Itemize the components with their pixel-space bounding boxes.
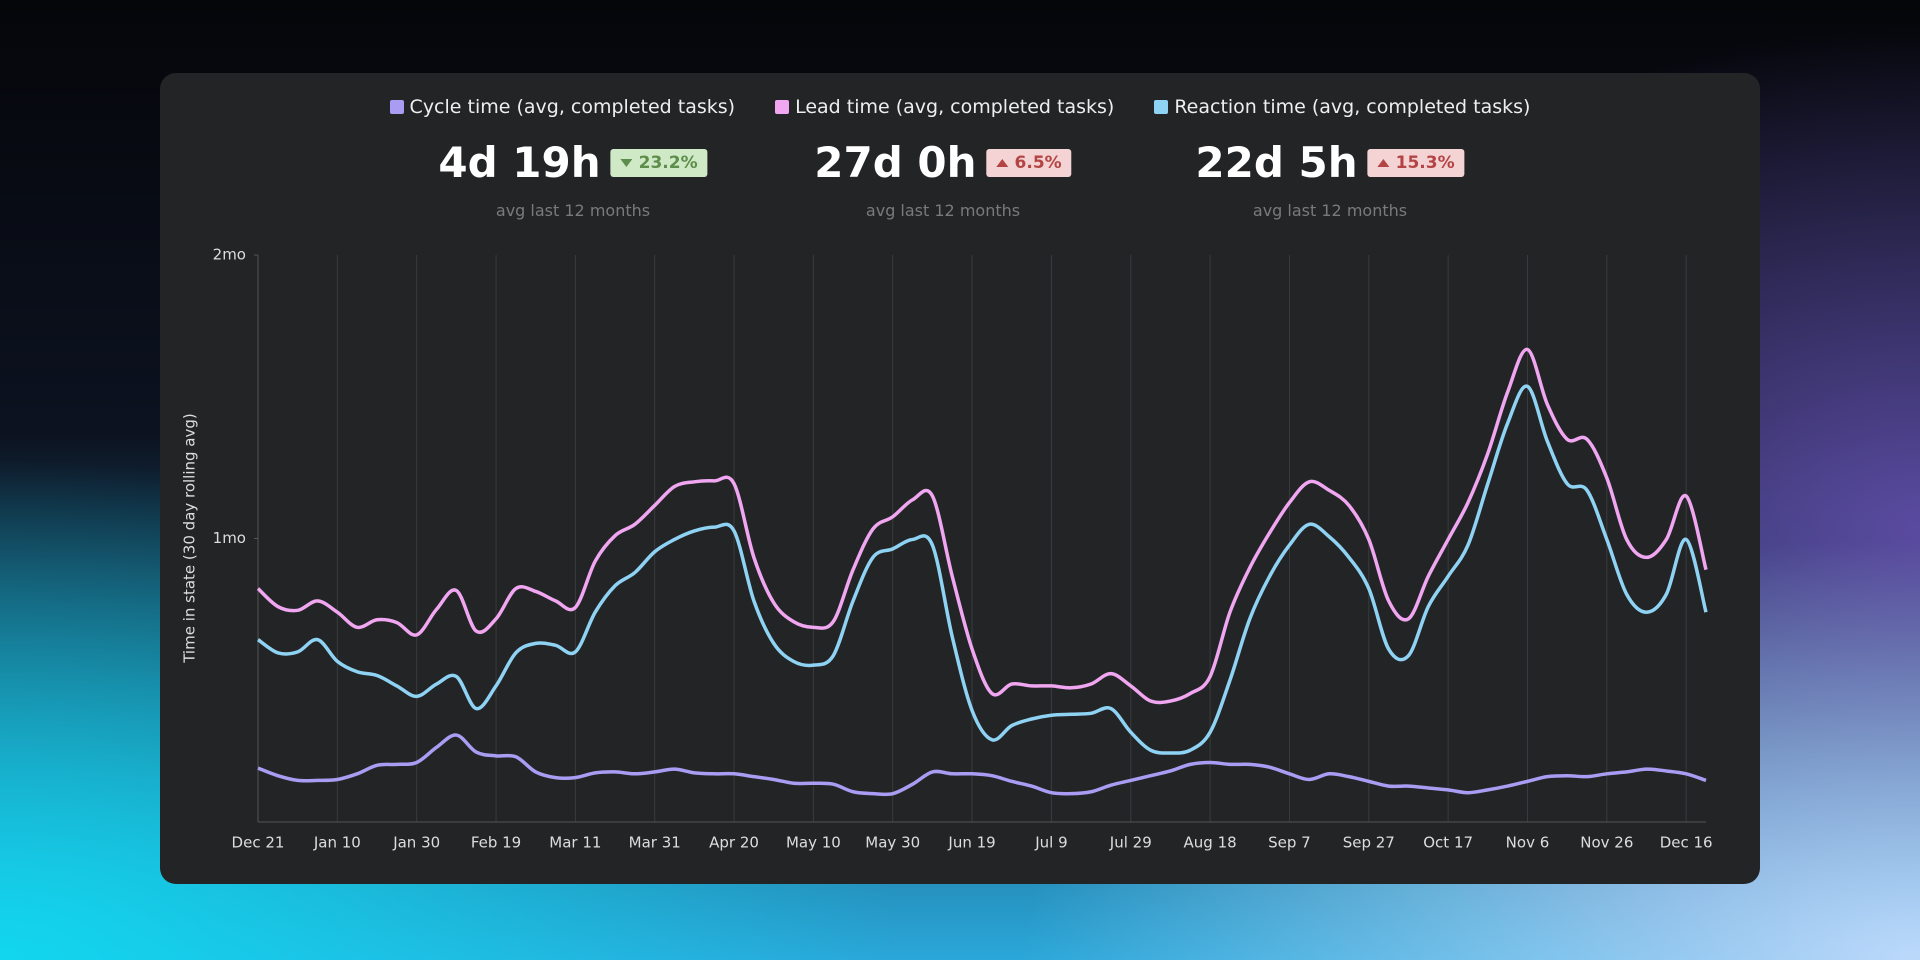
x-tick-label: Aug 18 [1184,834,1237,852]
legend: Cycle time (avg, completed tasks) Lead ti… [160,96,1760,118]
stat: 4d 19h 23.2% avg last 12 months [438,138,708,220]
trend-arrow-shape [1377,158,1390,167]
legend-swatch [775,100,790,114]
stat: 27d 0h 6.5% avg last 12 months [814,138,1072,220]
legend-label: Lead time (avg, completed tasks) [795,96,1115,118]
change-text: 23.2% [638,152,698,173]
stat-note: avg last 12 months [865,201,1021,220]
card [160,73,1760,884]
series-line [257,733,1707,797]
x-tick-label: Mar 11 [549,834,601,852]
change-badge: 6.5% [986,148,1072,177]
x-tick-label: Dec 16 [1660,834,1713,852]
stat-value: 22d 5h [1195,138,1358,187]
legend-item: Lead time (avg, completed tasks) [775,96,1114,118]
x-tick-label: May 10 [786,834,841,852]
stat-value: 27d 0h [814,138,977,187]
x-tick-label: Nov 6 [1506,834,1550,852]
trend-arrow [1377,158,1390,167]
legend-item: Reaction time (avg, completed tasks) [1154,96,1530,118]
x-tick-label: Mar 31 [629,834,681,852]
stat-row: 22d 5h 15.3% [1195,138,1465,187]
y-axis-label: Time in state (30 day rolling avg) [181,413,199,664]
x-tick-label: Feb 19 [471,834,521,852]
x-tick-label: May 30 [865,834,920,852]
x-tick-label: Sep 7 [1268,834,1311,852]
x-tick-label: Apr 20 [709,834,759,852]
y-tick-label: 2mo [213,246,246,264]
legend-swatch [389,100,404,114]
legend-item: Cycle time (avg, completed tasks) [389,96,736,118]
x-tick-label: Dec 21 [232,834,285,852]
change-text: 6.5% [1014,152,1062,173]
series-line [256,384,1708,755]
x-tick-label: Oct 17 [1423,834,1473,852]
trend-arrow-shape [620,158,633,167]
change-text: 15.3% [1395,152,1455,173]
change-badge: 23.2% [610,148,708,177]
y-tick-label: 1mo [213,529,246,547]
x-tick-label: Jul 29 [1109,834,1152,852]
legend-swatch [1154,100,1169,114]
stat: 22d 5h 15.3% avg last 12 months [1195,138,1465,220]
legend-label: Cycle time (avg, completed tasks) [409,96,736,118]
x-tick-label: Jan 30 [392,834,440,852]
x-tick-label: Jul 9 [1034,834,1067,852]
trend-arrow [996,158,1009,167]
x-tick-label: Sep 27 [1343,834,1395,852]
stat-row: 27d 0h 6.5% [814,138,1072,187]
stat-value: 4d 19h [438,138,601,187]
trend-arrow-shape [996,158,1009,167]
stat-row: 4d 19h 23.2% [438,138,708,187]
stat-note: avg last 12 months [495,201,651,220]
stat-note: avg last 12 months [1252,201,1408,220]
change-badge: 15.3% [1367,148,1465,177]
x-tick-label: Nov 26 [1580,834,1633,852]
x-tick-label: Jun 19 [947,834,995,852]
series-line [256,347,1708,705]
x-tick-label: Jan 10 [313,834,361,852]
trend-arrow [620,158,633,167]
legend-label: Reaction time (avg, completed tasks) [1174,96,1531,118]
